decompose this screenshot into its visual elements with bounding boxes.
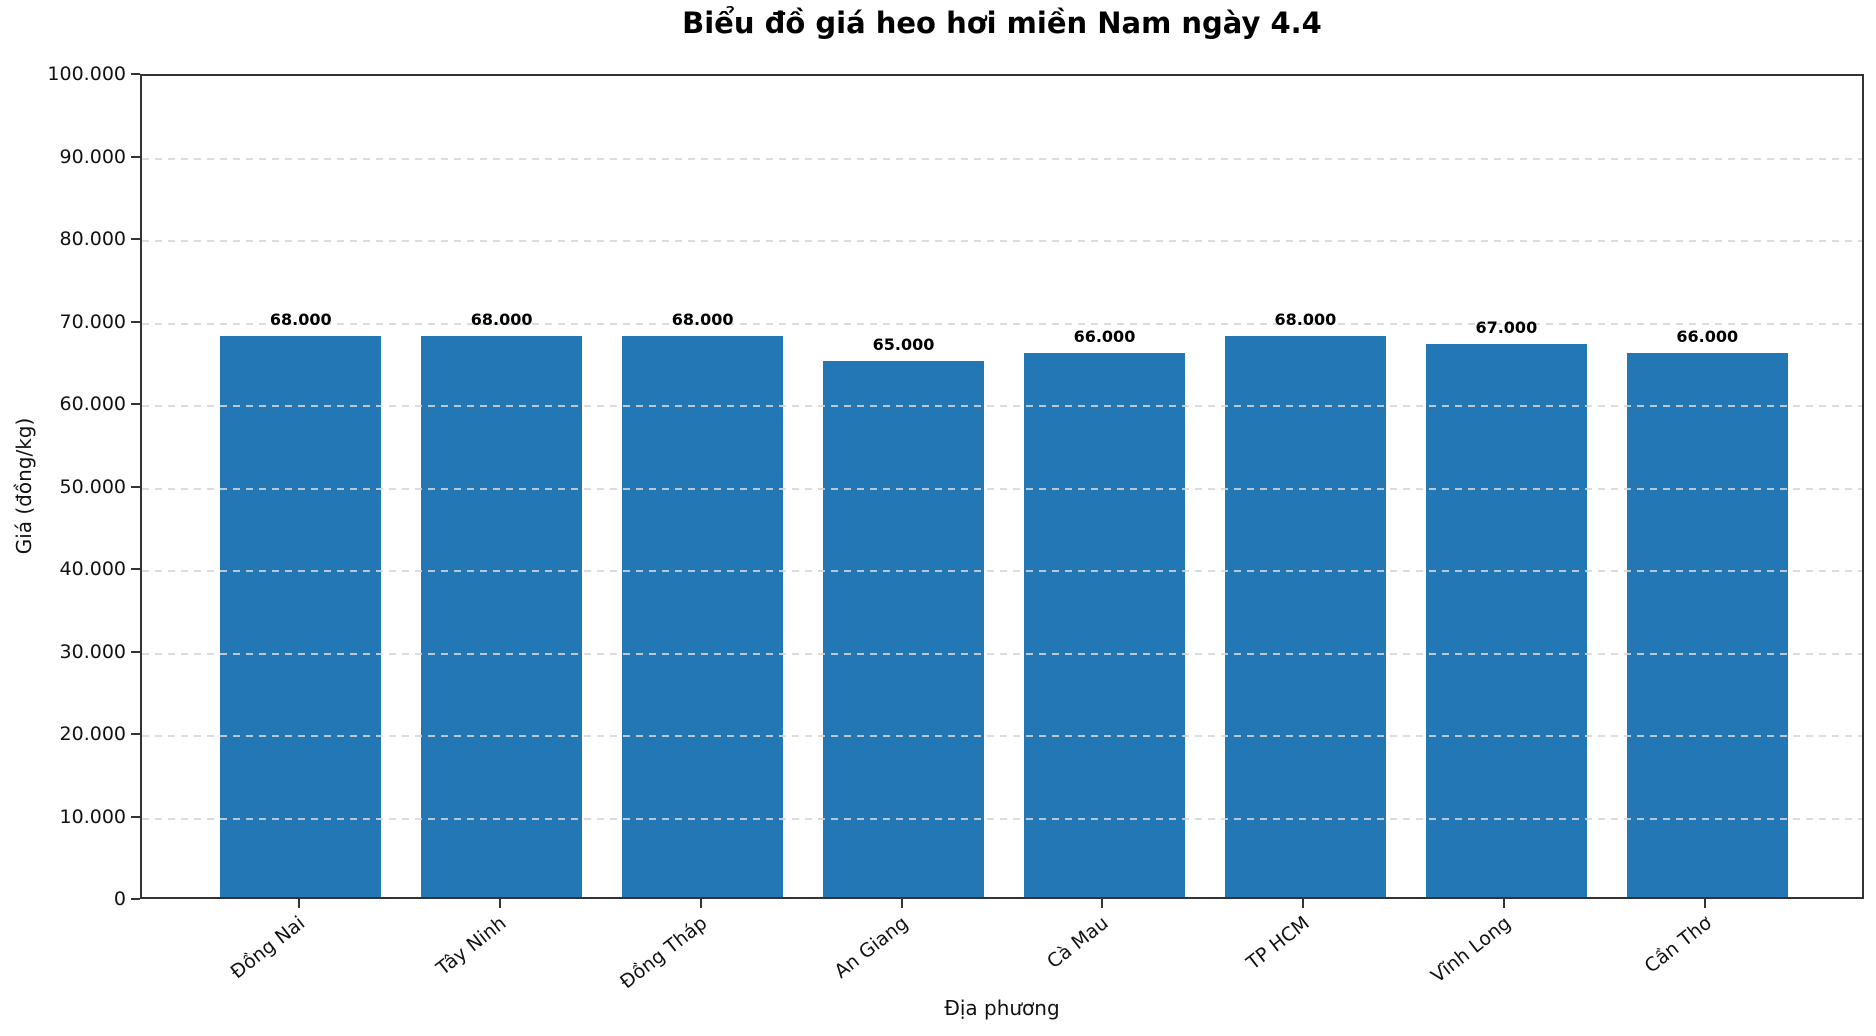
y-tick-label: 20.000: [59, 723, 126, 745]
x-tick-mark: [1503, 899, 1506, 908]
x-tick-label: Vĩnh Long: [1426, 912, 1515, 988]
bar-value-label: 68.000: [671, 310, 734, 329]
y-tick-mark: [131, 320, 140, 323]
y-tick-mark: [131, 898, 140, 900]
gridline: [142, 322, 1862, 325]
y-tick-label: 10.000: [59, 805, 126, 828]
y-tick-label: 90.000: [59, 145, 126, 168]
bar: [622, 336, 783, 897]
y-tick-label: 60.000: [59, 393, 126, 415]
x-tick-mark: [498, 899, 501, 908]
y-tick-label: 80.000: [59, 228, 126, 250]
x-tick-mark: [900, 899, 903, 908]
bar: [421, 336, 583, 897]
x-tick-label: TP HCM: [1242, 912, 1314, 975]
x-tick-label: Cà Mau: [1043, 912, 1114, 974]
y-tick-mark: [131, 815, 140, 818]
y-tick-label: 70.000: [59, 310, 126, 333]
y-tick-label: 30.000: [59, 640, 126, 663]
y-axis-label: Giá (đồng/kg): [12, 417, 36, 555]
bar-value-label: 68.000: [470, 310, 533, 329]
x-tick-mark: [1704, 899, 1707, 908]
y-tick-mark: [131, 73, 140, 75]
x-tick-label: Đồng Tháp: [615, 912, 712, 994]
gridline: [142, 817, 1862, 820]
x-tick-mark: [1302, 899, 1305, 908]
gridline: [142, 735, 1862, 737]
x-tick-label: Tây Ninh: [432, 912, 511, 980]
bar-value-label: 65.000: [872, 334, 935, 354]
bar-value-label: 66.000: [1676, 326, 1739, 346]
y-tick-label: 50.000: [59, 475, 126, 498]
bar: [1225, 336, 1386, 897]
y-tick-mark: [131, 485, 140, 488]
bar-value-label: 67.000: [1475, 318, 1538, 338]
gridline: [142, 240, 1862, 242]
bar: [220, 336, 382, 897]
y-tick-label: 0: [113, 888, 126, 910]
gridline: [142, 487, 1862, 490]
x-tick-mark: [297, 899, 300, 908]
x-axis-label: Địa phương: [944, 996, 1060, 1020]
bar-value-label: 66.000: [1073, 326, 1136, 346]
plot-area: 68.000 68.000 68.000 65.000 66.000 68.000 67.0…: [140, 74, 1864, 899]
gridline: [142, 652, 1862, 655]
gridline: [142, 157, 1862, 160]
x-tick-label: Đồng Nai: [226, 912, 310, 984]
y-tick-mark: [131, 568, 140, 570]
x-tick-mark: [699, 899, 702, 908]
gridline: [142, 405, 1862, 407]
chart-title: Biểu đồ giá heo hơi miền Nam ngày 4.4: [682, 6, 1322, 40]
bar: [1425, 344, 1587, 897]
y-tick-label: 100.000: [47, 63, 126, 85]
bar-value-label: 68.000: [269, 310, 332, 329]
bar-value-label: 68.000: [1274, 310, 1337, 329]
y-tick-mark: [131, 733, 140, 735]
x-tick-label: An Giang: [830, 912, 913, 983]
y-tick-mark: [131, 403, 140, 405]
bar: [1024, 352, 1185, 897]
y-tick-mark: [131, 650, 140, 653]
bar: [823, 360, 984, 897]
y-tick-label: 40.000: [59, 558, 126, 580]
bar: [1626, 352, 1788, 897]
x-tick-mark: [1101, 899, 1104, 908]
y-tick-mark: [131, 238, 140, 240]
gridline: [142, 570, 1862, 572]
x-tick-label: Cần Thơ: [1640, 912, 1716, 978]
y-tick-mark: [131, 155, 140, 158]
